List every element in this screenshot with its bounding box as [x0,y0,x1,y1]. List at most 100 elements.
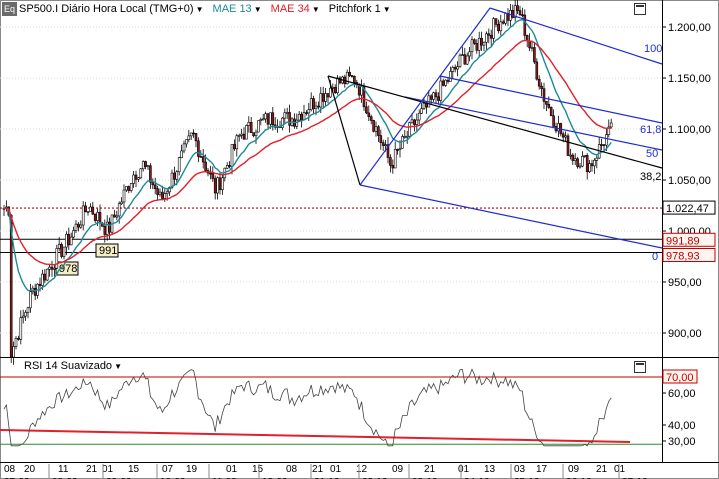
candle-body [249,122,253,133]
candle-body [437,96,440,101]
candle-body [134,174,138,180]
candle-body [115,215,119,218]
level-tag-978-box [55,261,79,276]
candle-body [48,266,51,270]
candle-body [77,223,80,228]
rsi-maximize-button[interactable] [634,361,646,373]
last-price-label: 1.022,47 [666,203,709,215]
candle-body [240,133,243,136]
candle-body [29,291,32,309]
indicator-pitchfork[interactable]: Pitchfork 1 [328,3,381,15]
candle-body [57,244,61,249]
candle-body [67,233,71,246]
date-day-label: 01 [330,464,342,475]
candle-body [153,184,157,190]
indicator-mae34[interactable]: MAE 34 [270,3,310,15]
candle-body [557,123,560,132]
candle-body [487,33,491,36]
fib-label: 50 [646,148,658,160]
candle-body [405,135,409,138]
candle-body [475,43,479,51]
candle-body [235,135,239,150]
candle-body [170,172,174,188]
candle-body [120,201,123,205]
candle-body [300,113,303,121]
candle-body [161,191,164,199]
candle-body [415,119,419,125]
chevron-down-icon[interactable]: ▼ [382,5,391,14]
candle-body [492,18,495,39]
maximize-button[interactable] [634,3,646,15]
chevron-down-icon[interactable]: ▼ [311,5,320,14]
candle-body [247,122,251,126]
candle-body [53,267,56,270]
candle-body [288,112,291,126]
symbol-title[interactable]: SP500.I Diário Hora Local (TMG+0) [19,3,194,15]
candle-body [345,71,349,85]
candle-body [391,165,395,169]
candle-body [125,186,128,191]
candle-body [326,93,330,98]
date-month-label: 12-09 [262,477,288,479]
candle-body [257,120,260,133]
date-day-label: 15 [128,464,140,475]
candle-body [535,61,539,80]
candle-body [141,161,145,170]
date-day-label: 21 [312,464,324,475]
candle-body [19,317,23,340]
candle-body [564,135,567,138]
chevron-down-icon[interactable]: ▼ [114,362,122,371]
candle-body [446,79,450,82]
date-day-label: 12 [356,464,368,475]
date-month-label: 05-10 [514,477,540,479]
date-day-label: 08 [286,464,298,475]
candle-body [528,40,531,49]
candle-body [595,157,599,161]
candle-body [297,113,301,121]
candle-body [91,206,95,215]
maximize-icon [636,363,644,365]
candle-body [158,191,162,195]
candle-body [377,126,380,136]
fib-label: 100 [644,43,662,55]
candle-body [367,112,371,117]
level-tag-991-box [95,243,119,258]
candle-body [165,191,169,194]
candle-body [324,93,327,102]
candle-body [50,266,54,270]
date-day-label: 20 [24,464,36,475]
candle-body [449,71,452,82]
indicator-mae13[interactable]: MAE 13 [212,3,252,15]
date-day-label: 13 [484,464,496,475]
candle-body [518,10,522,15]
candle-body [470,39,474,53]
candle-body [285,112,289,114]
candle-body [369,116,373,121]
candle-body [398,147,402,150]
rsi-title[interactable]: RSI 14 Suavizado [24,360,113,372]
candle-body [230,144,234,167]
level-tag-991: 991 [99,245,117,257]
candle-body [501,21,505,24]
chevron-down-icon[interactable]: ▼ [253,5,262,14]
candles [2,0,613,365]
price-tick-label: 950,00 [668,277,702,289]
pitchfork-line-100 [489,7,663,65]
candle-body [173,172,176,180]
level-low-label: 978,93 [666,250,700,262]
candle-body [261,118,265,121]
candle-body [461,54,464,56]
candle-body [72,230,75,238]
candle-body [295,119,299,127]
candle-body [192,132,195,135]
candle-body [516,5,519,11]
candle-body [41,273,44,286]
candle-body [593,160,596,167]
candle-body [561,133,565,138]
candle-body [410,119,414,123]
candle-body [489,34,493,39]
chevron-down-icon[interactable]: ▼ [195,5,204,14]
candle-body [497,24,500,32]
candle-body [254,131,258,137]
